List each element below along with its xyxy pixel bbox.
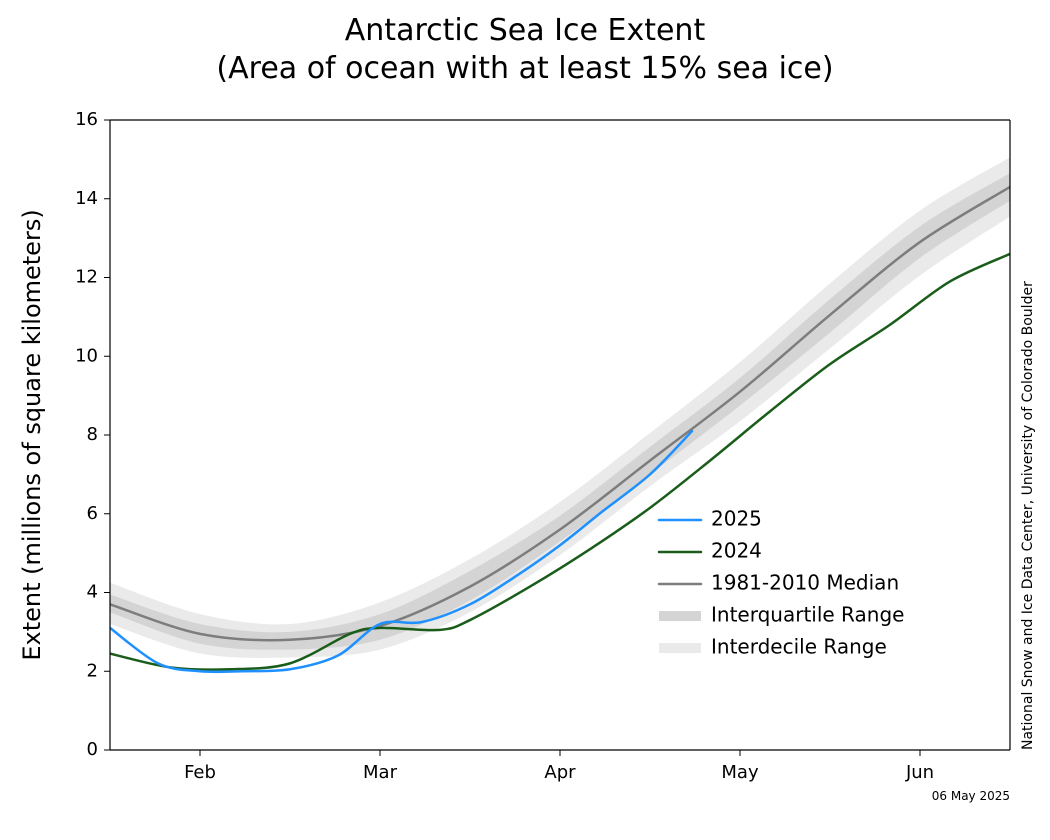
date-stamp: 06 May 2025 [932, 789, 1010, 803]
legend-label: Interquartile Range [711, 603, 904, 627]
y-tick-label: 12 [75, 267, 98, 288]
chart-svg: Antarctic Sea Ice Extent(Area of ocean w… [0, 0, 1050, 840]
y-tick-label: 0 [87, 739, 98, 760]
chart-title-line1: Antarctic Sea Ice Extent [345, 13, 706, 48]
chart-container: Antarctic Sea Ice Extent(Area of ocean w… [0, 0, 1050, 840]
x-tick-label: May [721, 762, 759, 783]
canvas-background [0, 0, 1050, 840]
y-tick-label: 8 [87, 424, 98, 445]
legend-swatch-band [659, 643, 701, 653]
credit-text: National Snow and Ice Data Center, Unive… [1020, 281, 1036, 750]
y-axis-label: Extent (millions of square kilometers) [18, 209, 46, 660]
x-tick-label: Mar [363, 762, 398, 783]
y-tick-label: 10 [75, 345, 98, 366]
legend-label: 1981-2010 Median [711, 571, 899, 595]
y-tick-label: 6 [87, 503, 98, 524]
x-tick-label: Feb [184, 762, 216, 783]
x-tick-label: Apr [544, 762, 576, 783]
legend-label: Interdecile Range [711, 635, 887, 659]
legend-label: 2025 [711, 507, 762, 531]
x-tick-label: Jun [905, 762, 934, 783]
y-tick-label: 2 [87, 660, 98, 681]
y-tick-label: 16 [75, 109, 98, 130]
y-tick-label: 14 [75, 188, 98, 209]
legend-label: 2024 [711, 539, 762, 563]
chart-title-line2: (Area of ocean with at least 15% sea ice… [216, 51, 833, 86]
y-tick-label: 4 [87, 582, 98, 603]
legend-swatch-band [659, 611, 701, 621]
